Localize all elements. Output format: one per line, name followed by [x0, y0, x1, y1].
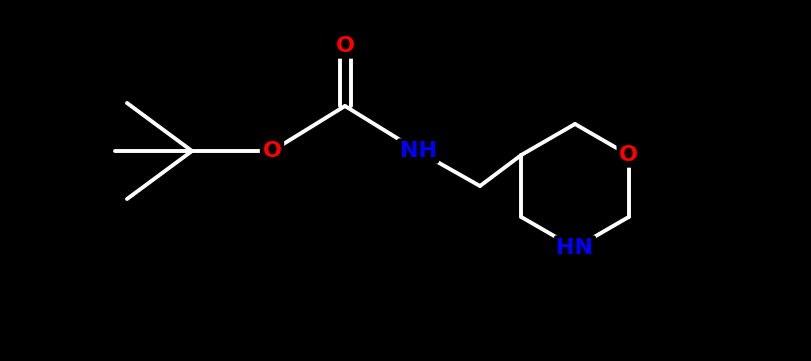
- Text: O: O: [619, 145, 637, 165]
- Text: NH: NH: [399, 141, 436, 161]
- Text: O: O: [262, 141, 281, 161]
- Text: O: O: [335, 36, 354, 56]
- Text: HN: HN: [556, 238, 593, 258]
